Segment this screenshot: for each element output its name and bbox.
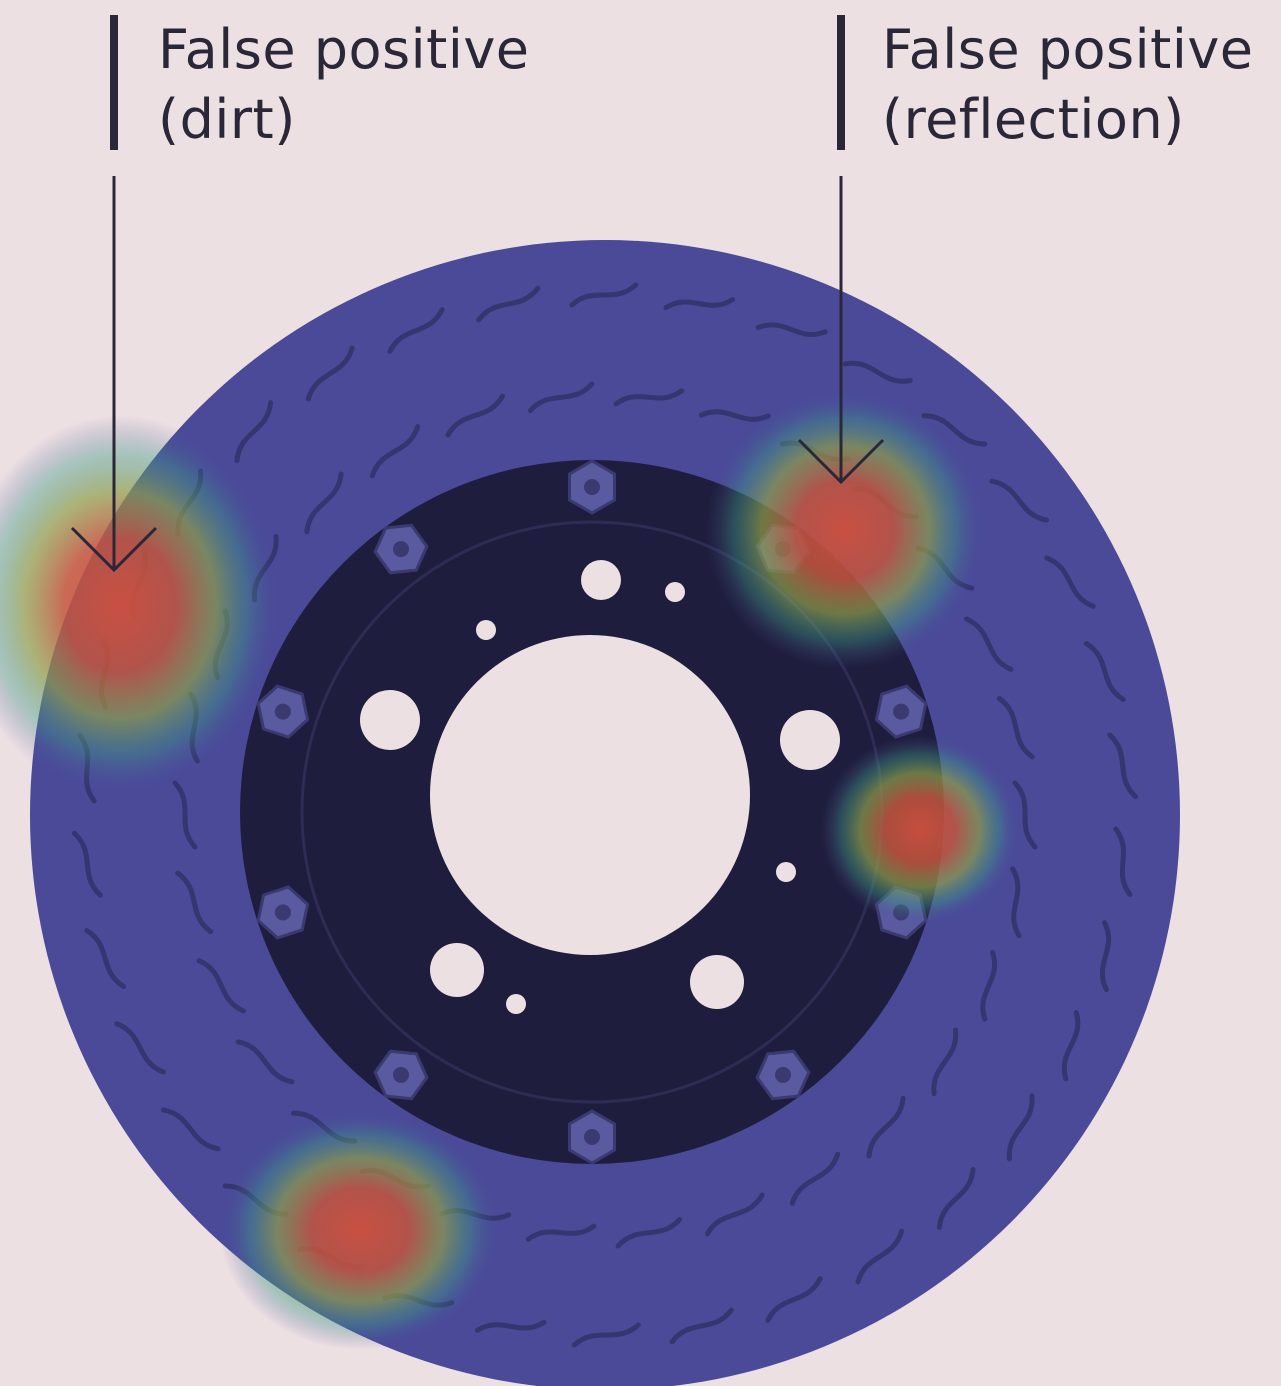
slot <box>1006 1093 1035 1162</box>
slot <box>160 1107 221 1152</box>
bolt-center <box>584 1129 600 1145</box>
slot <box>175 870 214 935</box>
annotation-label: (dirt) <box>158 88 296 151</box>
slot <box>765 1275 823 1323</box>
slot <box>476 285 541 323</box>
slot <box>964 616 1014 672</box>
slot <box>387 307 445 355</box>
bolt-center <box>392 541 409 558</box>
slot <box>525 1223 597 1242</box>
slot <box>755 322 828 337</box>
slot <box>936 1166 976 1230</box>
slot <box>613 388 685 407</box>
slot <box>1044 555 1096 609</box>
slot <box>71 830 103 898</box>
slot <box>789 1151 841 1206</box>
slot <box>304 471 344 535</box>
slot <box>989 478 1050 523</box>
bolt-center <box>274 904 291 921</box>
slot <box>615 1216 683 1249</box>
slot <box>855 1228 905 1285</box>
annotation-lines <box>70 15 885 573</box>
slot <box>235 1039 295 1085</box>
slot <box>172 780 198 850</box>
slot <box>1010 866 1022 939</box>
slot <box>663 297 736 311</box>
slot <box>704 1192 765 1237</box>
annotation-label: False positive <box>158 18 530 81</box>
slot <box>569 282 639 308</box>
slot <box>1061 1010 1081 1082</box>
slot <box>1083 640 1126 702</box>
slot <box>369 424 421 479</box>
slot <box>445 393 506 438</box>
slot <box>234 400 274 464</box>
slot <box>84 928 127 990</box>
bolt-center <box>274 703 291 720</box>
slot <box>305 345 355 402</box>
bolt-center <box>893 703 910 720</box>
slot <box>1107 732 1139 800</box>
slot <box>842 360 913 384</box>
slot <box>114 1021 166 1075</box>
slot <box>996 695 1035 760</box>
slot <box>527 381 595 414</box>
heatmap <box>0 390 1020 1350</box>
slot <box>1113 826 1133 898</box>
annotation-label: False positive <box>882 18 1254 81</box>
slot <box>980 950 997 1022</box>
bolt-center <box>584 479 600 495</box>
slot <box>1099 920 1112 993</box>
slot <box>571 1322 641 1348</box>
annotation-label: (reflection) <box>882 88 1185 151</box>
slot <box>1012 780 1038 850</box>
slot <box>669 1307 734 1345</box>
bolt-center <box>392 1066 409 1083</box>
slot <box>474 1319 547 1333</box>
slot <box>921 413 988 447</box>
center-hole <box>430 635 750 955</box>
slot <box>931 1027 959 1097</box>
slot <box>866 1095 906 1159</box>
bolt-center <box>775 1066 792 1083</box>
hub-holes <box>360 560 840 1014</box>
slot <box>196 958 246 1014</box>
